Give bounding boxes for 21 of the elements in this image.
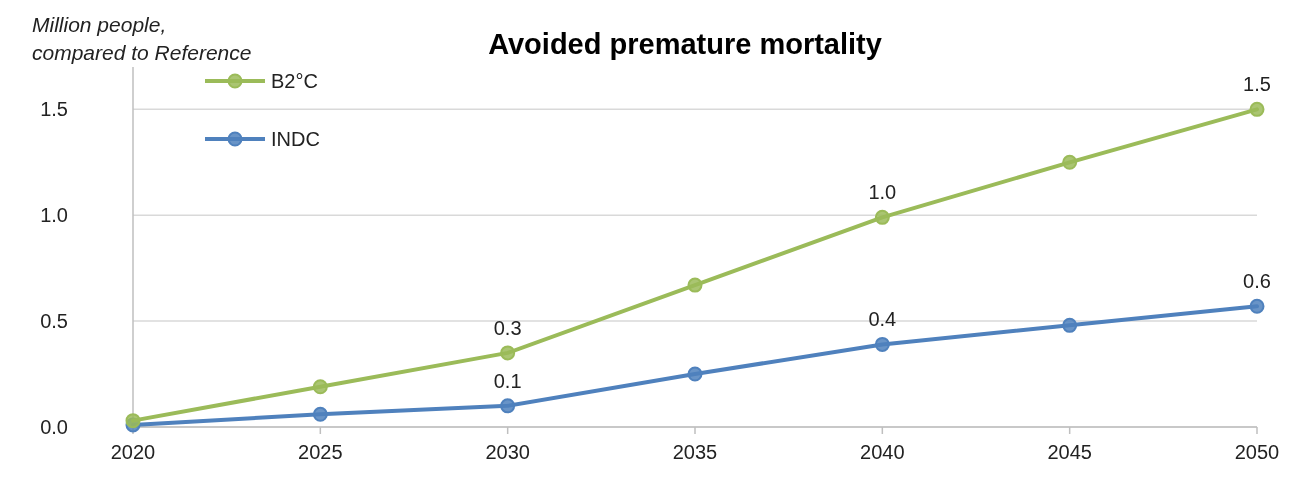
y-tick-label: 0.0 — [40, 416, 68, 438]
legend-label: INDC — [271, 128, 320, 150]
x-tick-label: 2040 — [860, 441, 905, 463]
x-tick-label: 2020 — [110, 441, 156, 463]
y-tick-label: 1.5 — [40, 98, 68, 121]
x-tick-label: 2035 — [672, 441, 718, 463]
x-tick-label: 2025 — [298, 441, 343, 463]
data-label: 0.3 — [493, 316, 522, 339]
x-tick-label: 2045 — [1047, 441, 1092, 463]
x-tick-label: 2030 — [485, 441, 530, 463]
data-label: 0.1 — [493, 369, 522, 392]
y-tick-label: 0.5 — [40, 310, 68, 333]
data-label: 1.5 — [1243, 73, 1271, 96]
y-tick-label: 1.0 — [40, 204, 68, 227]
x-tick-label: 2050 — [1234, 441, 1280, 463]
chart-title: Avoided premature mortality — [488, 28, 882, 60]
legend-label: B2°C — [271, 70, 318, 92]
data-label: 1.0 — [868, 181, 897, 204]
y-axis-title: Million people, compared to Reference — [32, 13, 252, 64]
data-label: 0.6 — [1243, 270, 1271, 293]
data-label: 0.4 — [868, 308, 897, 331]
